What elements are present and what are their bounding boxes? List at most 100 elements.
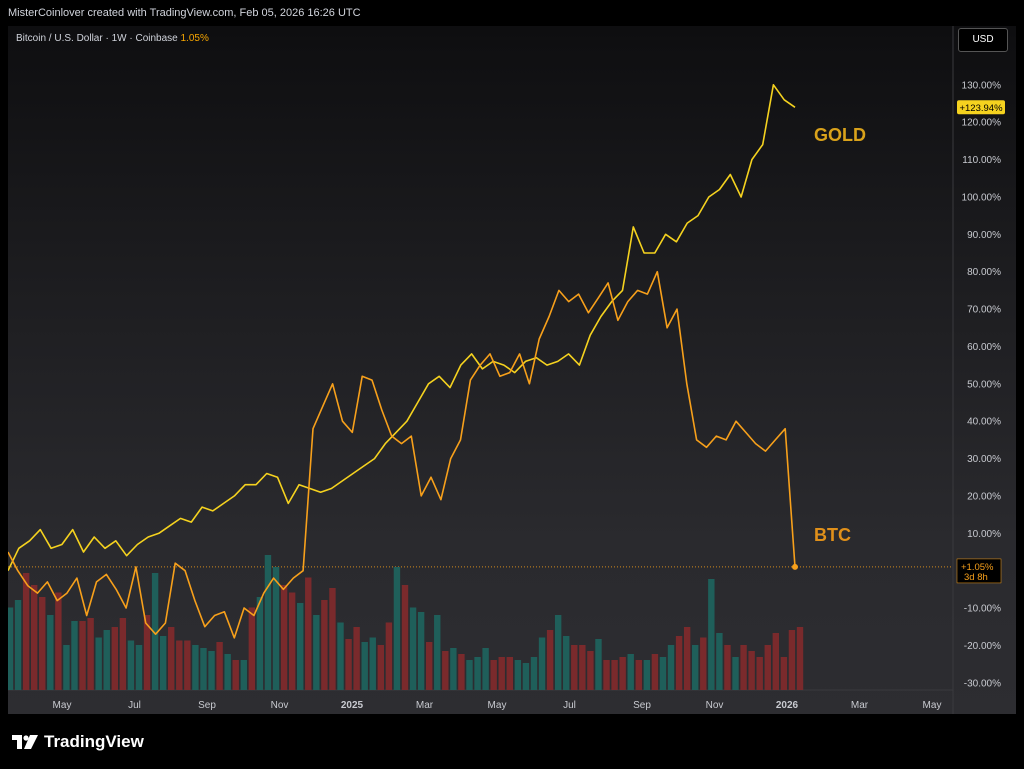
volume-bar <box>740 645 747 690</box>
y-tick-label: 70.00% <box>967 305 1001 316</box>
y-tick-label: 30.00% <box>967 454 1001 465</box>
y-tick-label: 120.00% <box>962 118 1002 129</box>
x-tick-label: May <box>488 700 507 711</box>
volume-bar <box>297 603 304 690</box>
volume-bar <box>756 657 763 690</box>
volume-bar <box>248 607 256 690</box>
volume-bar <box>305 577 312 690</box>
volume-bar <box>272 567 280 690</box>
x-tick-label: Nov <box>271 700 289 711</box>
volume-bar <box>716 633 723 690</box>
gold-price-tag-label: +123.94% <box>959 103 1003 114</box>
btc-price-tag-label: +1.05% <box>961 562 994 573</box>
x-tick-label: Jul <box>128 700 141 711</box>
volume-bar <box>184 640 191 690</box>
volume-bar <box>208 651 215 690</box>
volume-bar <box>667 645 675 690</box>
y-tick-label: 40.00% <box>967 417 1001 428</box>
x-tick-label: Sep <box>633 700 651 711</box>
volume-bar <box>47 615 54 690</box>
btc-series-label: BTC <box>814 525 851 545</box>
volume-bar <box>683 627 691 690</box>
volume-bar <box>63 645 70 690</box>
volume-bar <box>474 657 481 690</box>
y-tick-label: -20.00% <box>964 641 1001 652</box>
volume-bar <box>780 657 788 690</box>
footer: TradingView <box>0 714 1024 769</box>
volume-bar <box>434 615 441 690</box>
y-tick-label: 130.00% <box>962 80 1002 91</box>
tradingview-logo[interactable]: TradingView <box>12 732 144 752</box>
volume-bar <box>377 645 385 690</box>
volume-bar <box>329 588 336 690</box>
volume-bar <box>401 585 409 690</box>
btc-countdown-label: 3d 8h <box>964 572 988 583</box>
y-tick-label: 60.00% <box>967 342 1001 353</box>
volume-bar <box>39 597 46 690</box>
volume-bar <box>498 657 505 690</box>
y-tick-label: 10.00% <box>967 529 1001 540</box>
volume-bar <box>571 645 578 690</box>
btc-last-point <box>792 563 798 570</box>
volume-bar <box>627 654 634 690</box>
x-tick-label: May <box>923 700 942 711</box>
volume-bar <box>490 660 497 690</box>
btc-price-tag <box>956 558 1002 584</box>
volume-bar <box>417 612 425 690</box>
volume-bar <box>563 636 570 690</box>
volume-bar <box>71 621 78 690</box>
y-tick-label: 80.00% <box>967 267 1001 278</box>
volume-bar <box>127 640 135 690</box>
volume-bar <box>159 636 167 690</box>
x-tick-label: Nov <box>706 700 724 711</box>
volume-bar <box>8 607 14 690</box>
gold-series-line <box>8 83 796 572</box>
volume-bar <box>87 618 94 690</box>
volume-bar <box>506 657 513 690</box>
volume-bar <box>361 642 368 690</box>
volume-bar <box>700 637 707 690</box>
volume-bar <box>587 651 594 690</box>
volume-bar <box>675 636 683 690</box>
volume-bar <box>30 585 38 690</box>
y-tick-label: 110.00% <box>962 155 1001 166</box>
symbol-change: 1.05% <box>180 33 209 44</box>
volume-bar <box>442 651 449 690</box>
volume-bar <box>611 660 618 690</box>
volume-bar <box>708 579 715 690</box>
volume-bar <box>554 615 562 690</box>
volume-bar <box>595 639 602 690</box>
volume-bar <box>111 627 118 690</box>
volume-bar <box>321 600 328 690</box>
y-tick-label: 90.00% <box>967 230 1001 241</box>
x-tick-label: Sep <box>198 700 216 711</box>
volume-bar <box>345 639 352 690</box>
volume-bar <box>538 637 546 690</box>
brand-name: TradingView <box>44 732 144 751</box>
volume-bar <box>168 627 175 690</box>
volume-bar <box>458 654 465 690</box>
y-tick-label: 100.00% <box>962 192 1002 203</box>
x-tick-label: 2025 <box>341 700 364 711</box>
symbol-legend: Bitcoin / U.S. Dollar · 1W · Coinbase 1.… <box>16 33 209 44</box>
y-tick-label: 20.00% <box>967 491 1001 502</box>
volume-bar <box>764 645 771 690</box>
volume-bar <box>79 621 86 690</box>
volume-bar <box>369 637 376 690</box>
y-tick-label: -10.00% <box>964 604 1001 615</box>
volume-bar <box>482 648 489 690</box>
volume-bar <box>450 648 457 690</box>
volume-bar <box>522 663 530 690</box>
volume-bar <box>151 573 159 690</box>
volume-bar <box>619 657 626 690</box>
volume-bar <box>514 660 522 690</box>
volume-bar <box>772 633 780 690</box>
currency-button[interactable]: USD <box>958 28 1008 52</box>
chart-panel[interactable]: 140.00%130.00%120.00%110.00%100.00%90.00… <box>8 26 1016 714</box>
tradingview-icon <box>12 735 38 749</box>
chart-svg[interactable]: 140.00%130.00%120.00%110.00%100.00%90.00… <box>8 26 1016 714</box>
gold-series-label: GOLD <box>814 125 866 145</box>
volume-bar <box>603 660 610 690</box>
x-tick-label: Mar <box>851 700 869 711</box>
volume-bar <box>240 660 247 690</box>
